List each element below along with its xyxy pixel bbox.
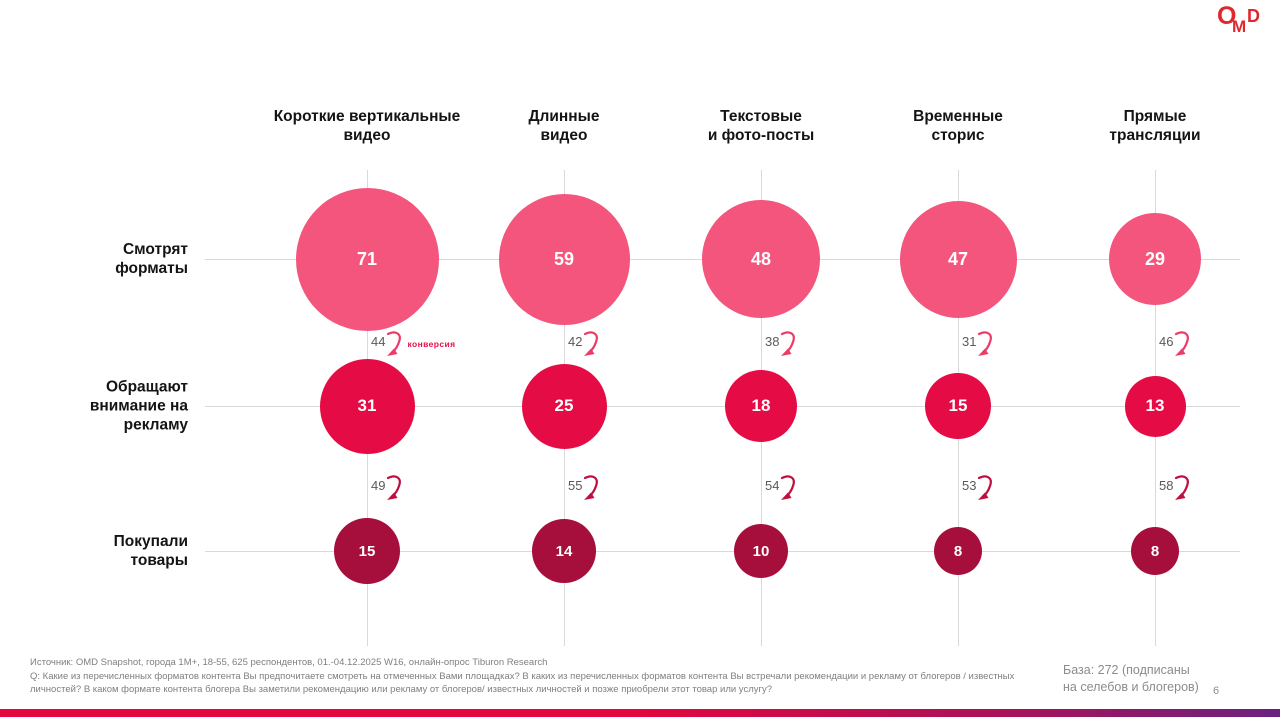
bottom-accent-bar — [0, 709, 1280, 717]
row-label: Покупали товары — [113, 533, 188, 569]
conversion-value: 38 — [765, 334, 780, 349]
conversion-label: конверсия — [407, 339, 456, 349]
curved-arrow-icon — [584, 475, 599, 500]
conversion-badge: 44 конверсия — [371, 331, 455, 356]
base-note: База: 272 (подписаны на селебов и блогер… — [1063, 663, 1199, 694]
page-number: 6 — [1213, 685, 1220, 697]
bubble-value: 29 — [1109, 213, 1201, 305]
curved-arrow-icon — [1175, 475, 1190, 500]
footer-source-block: Источник: OMD Snapshot, города 1М+, 18-5… — [30, 656, 1035, 697]
column-header: Текстовые и фото-посты — [707, 108, 815, 144]
bubble-value: 48 — [702, 200, 820, 318]
column-header: Длинные видео — [528, 108, 600, 144]
bubble-value: 10 — [734, 524, 788, 578]
bubble-value: 15 — [334, 518, 400, 584]
conversion-badge: 46 — [1159, 331, 1191, 356]
curved-arrow-icon — [978, 475, 993, 500]
conversion-badge: 42 — [568, 331, 600, 356]
bubble-value: 14 — [532, 519, 596, 583]
bubble-value: 8 — [1131, 527, 1179, 575]
conversion-badge: 53 — [962, 475, 994, 500]
row-label: Смотрят форматы — [115, 241, 188, 277]
conversion-value: 42 — [568, 334, 583, 349]
bubble-value: 71 — [295, 187, 439, 331]
bubble-value: 59 — [498, 193, 630, 325]
question-text: Q: Какие из перечисленных форматов конте… — [30, 670, 1015, 696]
conversion-badge: 38 — [765, 331, 797, 356]
source-text: Источник: OMD Snapshot, города 1М+, 18-5… — [30, 657, 548, 668]
column-header: Короткие вертикальные видео — [273, 108, 461, 144]
conversion-value: 46 — [1159, 334, 1174, 349]
row-label: Обращают внимание на рекламу — [89, 378, 188, 434]
conversion-badge: 55 — [568, 475, 600, 500]
conversion-value: 55 — [568, 478, 583, 493]
bubble-value: 13 — [1124, 375, 1186, 437]
curved-arrow-icon — [387, 475, 402, 500]
curved-arrow-icon — [781, 475, 796, 500]
grid-hline — [205, 406, 1240, 407]
conversion-value: 54 — [765, 478, 780, 493]
bubble-value: 31 — [319, 358, 415, 454]
bubble-value: 15 — [925, 373, 991, 439]
bubble-value: 8 — [934, 527, 982, 575]
grid-hline — [205, 551, 1240, 552]
bubble-value: 18 — [725, 370, 797, 442]
logo-letter-d: D — [1247, 6, 1260, 26]
logo-letter-m: M — [1232, 17, 1247, 36]
curved-arrow-icon — [1175, 331, 1190, 356]
bubble-value: 25 — [521, 363, 607, 449]
conversion-value: 58 — [1159, 478, 1174, 493]
curved-arrow-icon — [781, 331, 796, 356]
column-header: Временные сторис — [913, 108, 1003, 144]
conversion-badge: 49 — [371, 475, 403, 500]
conversion-badge: 58 — [1159, 475, 1191, 500]
conversion-value: 31 — [962, 334, 977, 349]
conversion-value: 49 — [371, 478, 386, 493]
omd-logo: O M D — [1217, 2, 1269, 46]
curved-arrow-icon — [978, 331, 993, 356]
conversion-value: 44 — [371, 334, 386, 349]
column-header: Прямые трансляции — [1109, 108, 1201, 144]
curved-arrow-icon — [387, 331, 402, 356]
logo-letter-o: O — [1217, 2, 1237, 30]
conversion-badge: 31 — [962, 331, 994, 356]
bubble-value: 47 — [899, 200, 1017, 318]
conversion-badge: 54 — [765, 475, 797, 500]
curved-arrow-icon — [584, 331, 599, 356]
conversion-value: 53 — [962, 478, 977, 493]
